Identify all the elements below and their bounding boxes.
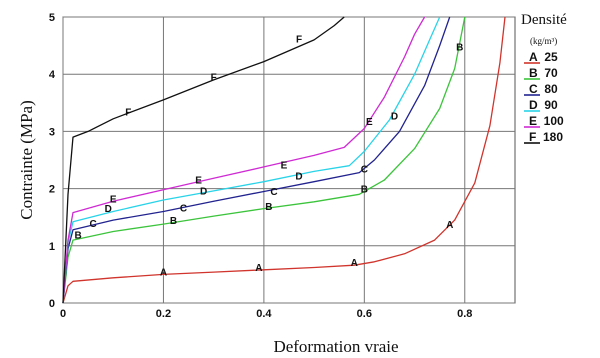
x-axis-title: Deformation vraie xyxy=(273,337,398,356)
y-tick-label: 4 xyxy=(49,69,56,81)
y-tick-label: 3 xyxy=(49,126,55,138)
series-marker-a: A xyxy=(351,258,358,269)
series-marker-c: C xyxy=(90,219,97,230)
series-marker-f: F xyxy=(125,107,131,118)
series-marker-c: C xyxy=(361,165,368,176)
x-tick-label: 0.8 xyxy=(457,308,472,320)
series-marker-f: F xyxy=(211,72,217,83)
series-line-d xyxy=(62,16,441,304)
series-marker-b: B xyxy=(74,230,81,241)
series-marker-b: B xyxy=(361,185,368,196)
y-tick-label: 5 xyxy=(49,12,55,24)
series-marker-b: B xyxy=(265,202,272,213)
legend-unit: (kg/m³) xyxy=(530,36,557,46)
series-marker-e: E xyxy=(110,194,117,205)
series-marker-b: B xyxy=(456,43,463,54)
legend-items: A 25 B 70 C 80 D 90 E 100 F 180 xyxy=(524,50,564,144)
series-marker-e: E xyxy=(195,175,202,186)
plot-area xyxy=(62,16,516,304)
series-line-e xyxy=(62,16,426,304)
y-tick-label: 0 xyxy=(49,298,55,310)
legend-entry: F 180 xyxy=(529,130,563,144)
series-marker-e: E xyxy=(281,161,288,172)
legend-entry: D 90 xyxy=(529,98,558,112)
y-tick-label: 1 xyxy=(49,241,55,253)
series-line-c xyxy=(62,16,451,304)
series-marker-f: F xyxy=(296,35,302,46)
legend-entry: C 80 xyxy=(529,82,558,96)
x-tick-label: 0 xyxy=(60,308,66,320)
legend-entry: A 25 xyxy=(529,50,558,64)
series-line-b xyxy=(62,16,466,304)
legend: Densité (kg/m³) A 25 B 70 C 80 D 90 E 100 F 1… xyxy=(521,12,567,144)
series-marker-d: D xyxy=(391,111,398,122)
legend-entry: E 100 xyxy=(529,114,564,128)
legend-entry: B 70 xyxy=(529,66,558,80)
y-axis-title: Contrainte (MPa) xyxy=(17,100,36,219)
x-tick-label: 0.2 xyxy=(156,308,171,320)
series-marker-a: A xyxy=(446,220,453,231)
series-marker-a: A xyxy=(160,268,167,279)
grid xyxy=(62,16,515,304)
ticks: 0 0.2 0.4 0.6 0.8 0 1 2 3 4 5 xyxy=(49,12,473,320)
series-marker-c: C xyxy=(270,187,277,198)
legend-title: Densité xyxy=(521,12,567,28)
x-tick-label: 0.6 xyxy=(357,308,372,320)
series-marker-d: D xyxy=(200,186,207,197)
series-marker-d: D xyxy=(295,171,302,182)
series-marker-b: B xyxy=(170,216,177,227)
series-marker-e: E xyxy=(366,117,373,128)
series-line-f xyxy=(62,16,345,304)
y-tick-label: 2 xyxy=(49,184,55,196)
series-marker-a: A xyxy=(255,263,262,274)
series-marker-d: D xyxy=(105,204,112,215)
series-line-a xyxy=(62,16,506,304)
series-lines xyxy=(62,16,506,304)
series-marker-c: C xyxy=(180,203,187,214)
x-tick-label: 0.4 xyxy=(256,308,272,320)
